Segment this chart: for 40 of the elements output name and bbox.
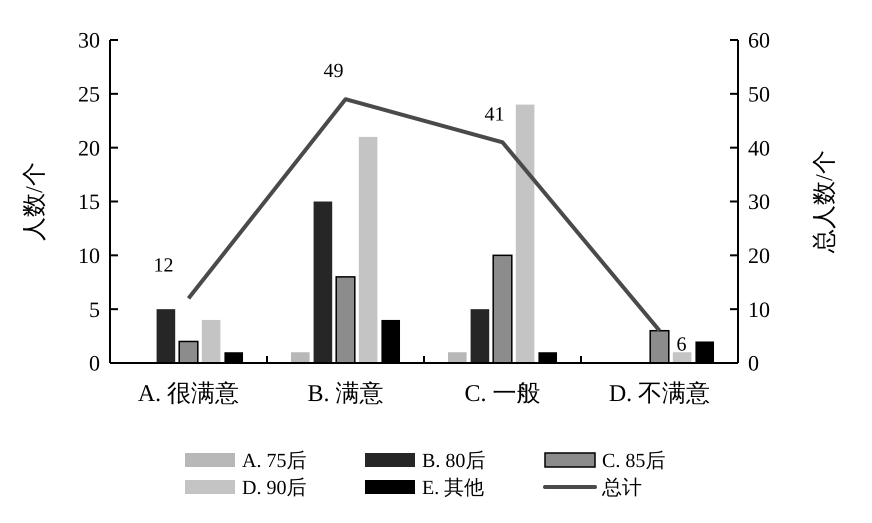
bar — [290, 352, 310, 363]
legend-label: C. 85后 — [602, 450, 666, 472]
bar — [314, 202, 332, 363]
y2-tick-label: 30 — [748, 189, 770, 214]
y2-tick-label: 50 — [748, 82, 770, 107]
y2-axis-title: 总人数/个 — [812, 150, 838, 254]
y-tick-label: 15 — [78, 189, 100, 214]
data-label: 6 — [676, 334, 686, 356]
y-axis-title: 人数/个 — [22, 162, 48, 241]
y-tick-label: 10 — [78, 243, 100, 268]
y-tick-label: 0 — [89, 350, 100, 376]
x-tick-label: B. 满意 — [307, 381, 384, 407]
bar — [448, 352, 467, 363]
x-tick-label: A. 很满意 — [138, 381, 240, 407]
line-series — [186, 97, 662, 333]
bar — [358, 136, 378, 363]
bar — [156, 309, 176, 363]
y2-tick-label: 10 — [748, 296, 770, 322]
y2-tick-label: 0 — [748, 350, 759, 376]
x-tick-label: D. 不满意 — [608, 381, 710, 407]
y2-tick-label: 60 — [748, 28, 770, 53]
y2-tick-label: 40 — [748, 135, 770, 160]
y2-tick-label: 20 — [748, 243, 770, 268]
bar — [470, 309, 490, 363]
data-label: 41 — [484, 103, 504, 126]
y-tick-label: 25 — [78, 82, 100, 107]
y-tick-label: 5 — [89, 296, 100, 322]
data-label: 12 — [154, 254, 174, 276]
x-tick-label: C. 一般 — [464, 381, 541, 407]
bar — [516, 104, 534, 363]
legend-label: 总计 — [601, 477, 642, 499]
legend-label: A. 75后 — [242, 450, 306, 472]
y-tick-label: 20 — [78, 135, 100, 160]
y-tick-label: 30 — [78, 28, 100, 53]
legend-label: E. 其他 — [422, 477, 484, 499]
legend-label: B. 80后 — [422, 450, 486, 472]
bar — [672, 352, 692, 363]
bar — [202, 320, 220, 363]
data-label: 49 — [324, 60, 344, 82]
legend-label: D. 90后 — [242, 477, 306, 499]
